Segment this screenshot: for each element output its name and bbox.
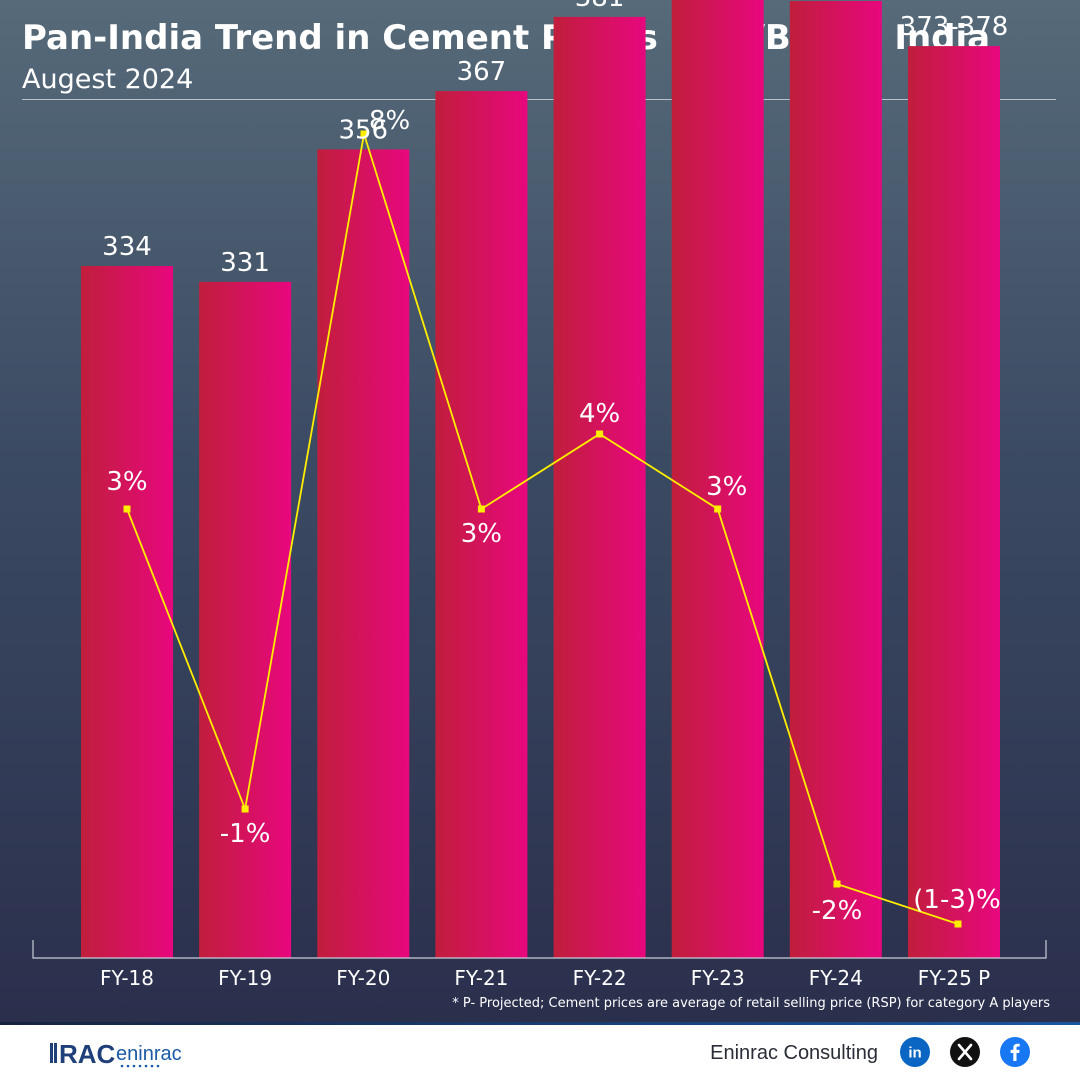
bar-fy-18: [81, 266, 173, 958]
svg-text:eninrac: eninrac: [116, 1043, 182, 1065]
growth-marker: [833, 880, 841, 888]
x-icon[interactable]: [950, 1037, 980, 1067]
facebook-icon[interactable]: [1000, 1037, 1030, 1067]
bar-value-label: 373-378: [900, 12, 1009, 42]
growth-label: -1%: [220, 819, 271, 849]
title-divider: [22, 99, 1056, 100]
bar-fy-22: [553, 16, 646, 958]
chart-subtitle: Augest 2024: [22, 64, 194, 95]
growth-label: 4%: [579, 399, 620, 429]
bar-value-label: 367: [457, 57, 507, 87]
bar-fy-23: [671, 0, 764, 958]
growth-marker: [241, 805, 249, 813]
growth-label: -2%: [812, 896, 863, 926]
growth-marker: [360, 130, 368, 138]
bar-fy-21: [435, 91, 528, 959]
bar-fy-24: [789, 1, 882, 958]
bar-fy-25-p: [908, 46, 1000, 959]
facebook-icon-glyph: [1010, 1043, 1020, 1061]
x-tick-label: FY-25 P: [918, 966, 990, 990]
footer: RAC eninrac Eninrac Consulting in: [0, 1025, 1080, 1080]
eninrac-logo-mark: RAC eninrac: [50, 1039, 182, 1069]
bar-value-label: 334: [102, 232, 152, 262]
bar-value-label: 331: [220, 248, 270, 278]
linkedin-icon-glyph: in: [908, 1045, 921, 1062]
x-axis-line: [32, 940, 1047, 959]
x-tick-label: FY-21: [454, 966, 508, 990]
growth-label: 3%: [106, 467, 147, 497]
bar-value-label: 381: [575, 0, 625, 13]
x-tick-label: FY-19: [218, 966, 272, 990]
svg-text:RAC: RAC: [59, 1039, 116, 1069]
x-tick-label: FY-22: [573, 966, 627, 990]
growth-marker: [123, 505, 131, 513]
bar-value-label: 356: [338, 115, 388, 145]
growth-line: [126, 133, 959, 925]
footnote: * P- Projected; Cement prices are averag…: [452, 996, 1050, 1011]
growth-label: 3%: [706, 472, 747, 502]
growth-label: (1-3)%: [913, 885, 1000, 915]
footer-strip: [0, 1022, 1080, 1025]
x-tick-label: FY-23: [691, 966, 745, 990]
eninrac-logo[interactable]: RAC eninrac: [50, 1037, 190, 1069]
growth-marker: [714, 505, 722, 513]
growth-label: 3%: [461, 519, 502, 549]
x-tick-label: FY-24: [809, 966, 863, 990]
growth-label: 8%: [369, 106, 410, 136]
x-tick-label: FY-20: [336, 966, 390, 990]
linkedin-icon[interactable]: in: [900, 1037, 930, 1067]
price-chart: FY-18 FY-19 FY-20 FY-21 FY-22 FY-23 FY-24 FY-25…: [32, 0, 1047, 990]
brand-name: Eninrac Consulting: [710, 1042, 878, 1064]
x-icon-glyph: [957, 1043, 973, 1061]
bar-fy-20: [317, 149, 410, 958]
growth-marker: [477, 505, 485, 513]
growth-marker: [954, 920, 962, 928]
chart-panel: [0, 0, 1080, 1022]
growth-marker: [596, 430, 604, 438]
bar-fy-19: [199, 281, 292, 958]
svg-text:in: in: [908, 1045, 921, 1062]
x-tick-label: FY-18: [100, 966, 154, 990]
